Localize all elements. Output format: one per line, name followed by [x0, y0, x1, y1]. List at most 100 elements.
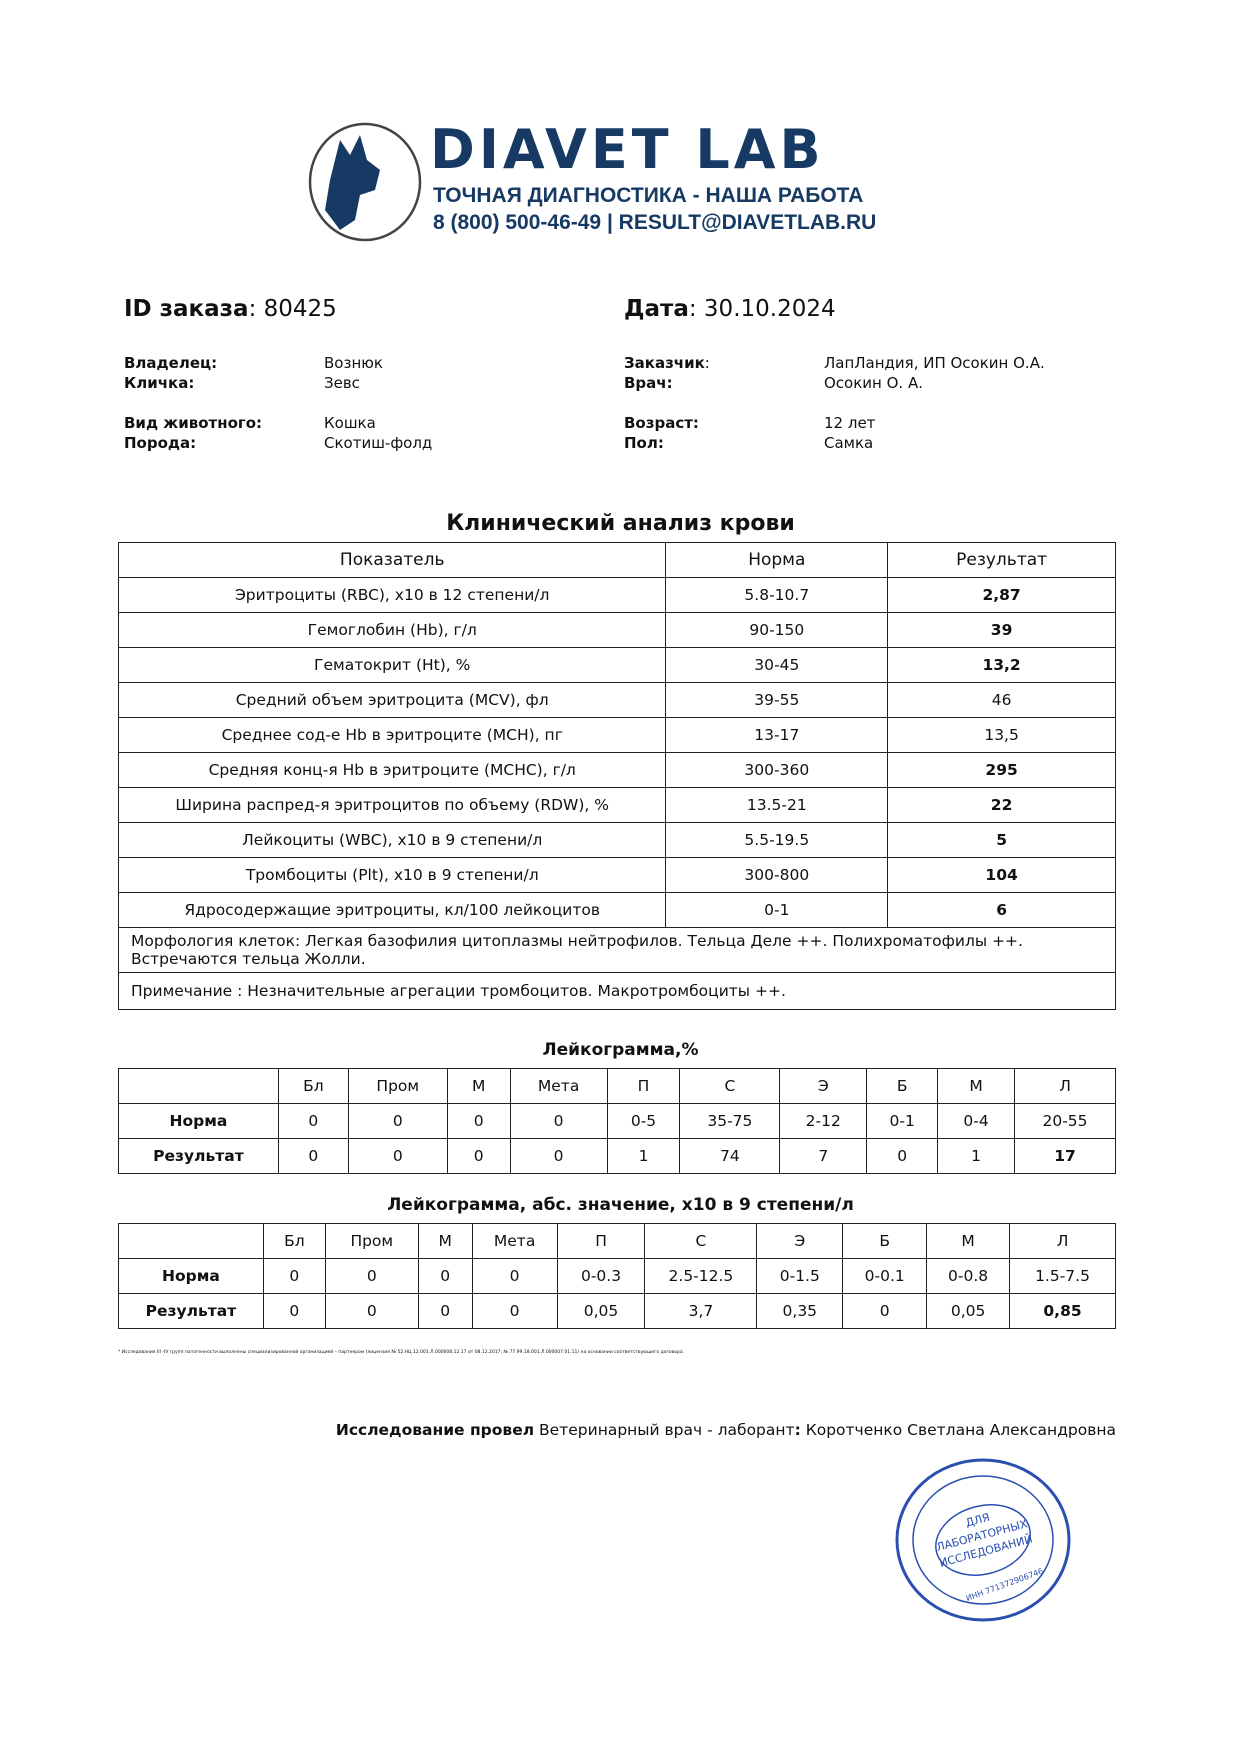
norm-cell: 0	[277, 1103, 349, 1139]
headers-cell: Бл	[262, 1223, 326, 1259]
norm-cell: 0	[262, 1258, 326, 1294]
norm-cell: 13-17	[665, 717, 889, 753]
headers-cell: М	[937, 1068, 1016, 1104]
norm-cell: 0-1.5	[756, 1258, 844, 1294]
result-cell: 39	[887, 612, 1116, 648]
client-values: ЛапЛандия, ИП Осокин О.А. Осокин О. А. 12 …	[824, 354, 1045, 452]
signature: Исследование провел Ветеринарный врач - …	[335, 1421, 1116, 1439]
cbc-table: Показатель Норма Результат Эритроциты (RBC…	[117, 542, 1116, 1010]
parameter-cell: Среднее сод-е Hb в эритроците (MCH), пг	[117, 717, 667, 753]
headers-cell: П	[556, 1223, 646, 1259]
headers-cell: С	[644, 1223, 758, 1259]
note-cell: Примечание : Незначительные агрегации тр…	[118, 972, 1116, 1010]
headers-cell: М	[446, 1068, 511, 1104]
result-cell: 0	[509, 1138, 608, 1174]
result-cell: 22	[887, 787, 1116, 823]
leuko-abs-table: Бл Пром М Мета П С Э Б М Л Норма 0 0 0 0 0-0.3 2.5-12.5 0…	[118, 1223, 1116, 1329]
result-cell: 1	[937, 1138, 1016, 1174]
table-row: Результат 0 0 0 0 0,05 3,7 0,35 0 0,05 0,85	[118, 1293, 1116, 1329]
result-cell: 0	[471, 1293, 558, 1329]
norm-cell: 0-0.3	[556, 1258, 646, 1294]
footnote: * Исследования III -IV групп патогенност…	[118, 1350, 685, 1355]
result-cell: 0,35	[756, 1293, 844, 1329]
table-row: Норма 0 0 0 0 0-0.3 2.5-12.5 0-1.5 0-0.1 0-0.8 1.5…	[118, 1258, 1116, 1294]
norm-cell: 1.5-7.5	[1009, 1258, 1116, 1294]
norm-cell: Норма	[118, 1258, 264, 1294]
norm-cell: 2-12	[779, 1103, 868, 1139]
result-cell: 0,05	[926, 1293, 1011, 1329]
parameter-cell: Средняя конц-я Hb в эритроците (MCHC), г…	[117, 752, 667, 788]
headers-cell: Э	[779, 1068, 868, 1104]
result-cell: 0,05	[556, 1293, 646, 1329]
table-row: Результат 0 0 0 0 1 74 7 0 1 17	[118, 1138, 1116, 1174]
result-cell: 104	[887, 857, 1116, 893]
table-row: Бл Пром М Мета П С Э Б М Л	[118, 1068, 1116, 1104]
leuko-abs-title: Лейкограмма, абс. значение, x10 в 9 степ…	[387, 1195, 854, 1215]
norm-cell: 2.5-12.5	[644, 1258, 758, 1294]
headers-cell: Пром	[324, 1223, 419, 1259]
result-cell: 1	[606, 1138, 681, 1174]
result-cell: 46	[887, 682, 1116, 718]
result-cell: 0	[324, 1293, 419, 1329]
norm-cell: 30-45	[665, 647, 889, 683]
headers-cell: Бл	[277, 1068, 349, 1104]
logo-contacts: 8 (800) 500-46-49 | RESULT@DIAVETLAB.RU	[433, 211, 877, 234]
norm-cell: 90-150	[665, 612, 889, 648]
headers-cell: Мета	[509, 1068, 608, 1104]
logo: DIAVET LAB ТОЧНАЯ ДИАГНОСТИКА - НАША РАБ…	[305, 120, 905, 250]
norm-cell: 0-1	[866, 1103, 939, 1139]
result-cell: 3,7	[644, 1293, 758, 1329]
parameter-cell: Тромбоциты (Plt), x10 в 9 степени/л	[117, 857, 667, 893]
result-cell: 0	[277, 1138, 349, 1174]
table-row: Гематокрит (Ht), % 30-45 13,2	[117, 647, 1116, 683]
table-row: Бл Пром М Мета П С Э Б М Л	[118, 1223, 1116, 1259]
headers-cell: Мета	[471, 1223, 558, 1259]
parameter-cell: Гематокрит (Ht), %	[117, 647, 667, 683]
parameter-cell: Ширина распред-я эритроцитов по объему (…	[117, 787, 667, 823]
result-cell: 0	[866, 1138, 939, 1174]
stamp: ДЛЯ ЛАБОРАТОРНЫХ ИССЛЕДОВАНИЙ ИНН 771372…	[895, 1458, 1071, 1622]
result-cell: 0	[417, 1293, 473, 1329]
header-cell: Показатель	[117, 542, 667, 578]
headers-cell	[118, 1223, 264, 1259]
table-row: Ширина распред-я эритроцитов по объему (…	[117, 787, 1116, 823]
leuko-pct-title: Лейкограмма,%	[542, 1040, 699, 1060]
result-cell: 74	[679, 1138, 781, 1174]
result-cell: 0,85	[1009, 1293, 1116, 1329]
result-cell: 13,2	[887, 647, 1116, 683]
norm-cell: 0	[347, 1103, 448, 1139]
headers-cell: М	[926, 1223, 1011, 1259]
table-row: Ядросодержащие эритроциты, кл/100 лейкоц…	[117, 892, 1116, 928]
result-cell: 0	[347, 1138, 448, 1174]
norm-cell: 0	[417, 1258, 473, 1294]
result-cell: 0	[262, 1293, 326, 1329]
table-row: Лейкоциты (WBC), x10 в 9 степени/л 5.5-19…	[117, 822, 1116, 858]
result-cell: 7	[779, 1138, 868, 1174]
result-cell: 17	[1014, 1138, 1116, 1174]
result-cell: 2,87	[887, 577, 1116, 613]
client-block: Заказчик: Врач: Возраст: Пол:	[624, 354, 710, 452]
norm-cell: 0-0.8	[926, 1258, 1011, 1294]
owner-values: Вознюк Зевс Кошка Скотиш-фолд	[324, 354, 433, 452]
table-row: Гемоглобин (Hb), г/л 90-150 39	[117, 612, 1116, 648]
svg-text:ДЛЯ: ДЛЯ	[964, 1511, 991, 1530]
table-row: Тромбоциты (Plt), x10 в 9 степени/л 300-8…	[117, 857, 1116, 893]
result-cell: 0	[446, 1138, 511, 1174]
norm-cell: 0-5	[606, 1103, 681, 1139]
result-cell: 13,5	[887, 717, 1116, 753]
logo-animal-icon	[308, 122, 422, 242]
parameter-cell: Ядросодержащие эритроциты, кл/100 лейкоц…	[117, 892, 667, 928]
norm-cell: 0	[324, 1258, 419, 1294]
headers-cell: П	[606, 1068, 681, 1104]
headers-cell: Б	[842, 1223, 928, 1259]
headers-cell: Л	[1014, 1068, 1116, 1104]
norm-cell: 5.5-19.5	[665, 822, 889, 858]
parameter-cell: Эритроциты (RBC), x10 в 12 степени/л	[117, 577, 667, 613]
table-row: Средний объем эритроцита (MCV), фл 39-55 4…	[117, 682, 1116, 718]
header-cell: Норма	[665, 542, 889, 578]
norm-cell: 0-4	[937, 1103, 1016, 1139]
norm-cell: 0	[509, 1103, 608, 1139]
order-date: Дата: 30.10.2024	[624, 296, 836, 322]
owner-block: Владелец: Кличка: Вид животного: Порода:	[124, 354, 263, 452]
